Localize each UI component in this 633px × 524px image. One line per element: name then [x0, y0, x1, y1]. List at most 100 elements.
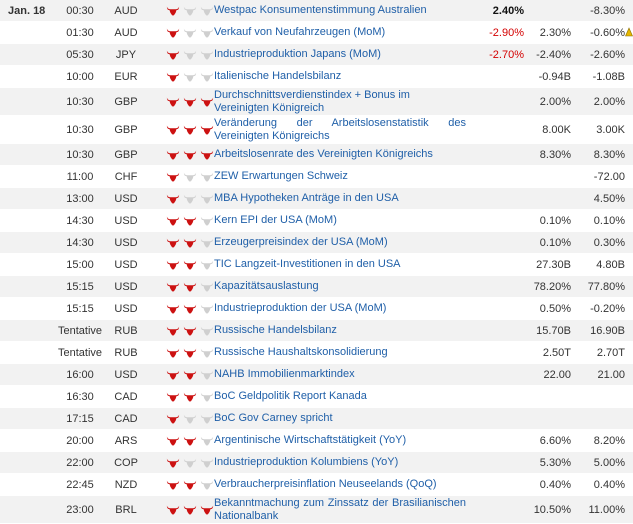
event-link[interactable]: Erzeugerpreisindex der USA (MoM) — [214, 236, 388, 248]
row-time: 22:45 — [66, 478, 94, 491]
event-link[interactable]: Durchschnittsverdienstindex + Bonus im V… — [214, 88, 410, 114]
row-time: 15:00 — [66, 258, 94, 271]
event-link[interactable]: Kapazitätsauslastung — [214, 280, 319, 292]
bull-icon — [200, 28, 214, 37]
bull-icon — [200, 282, 214, 291]
event-link[interactable]: MBA Hypotheken Anträge in den USA — [214, 192, 399, 204]
importance-rating — [150, 435, 214, 447]
bull-icon — [200, 150, 214, 159]
event-link[interactable]: Russische Haushaltskonsolidierung — [214, 346, 388, 358]
row-currency: USD — [114, 280, 138, 293]
row-time: 13:00 — [66, 192, 94, 205]
bull-icon — [166, 392, 180, 401]
event-link[interactable]: Bekanntmachung zum Zinssatz der Brasilia… — [214, 496, 466, 522]
importance-rating — [150, 124, 214, 136]
importance-rating — [150, 215, 214, 227]
row-time: Tentative — [58, 346, 103, 359]
bull-icon — [166, 238, 180, 247]
calendar-row: 15:00 USD TIC Langzeit-Investitionen in … — [0, 254, 633, 276]
event-link[interactable]: Verkauf von Neufahrzeugen (MoM) — [214, 26, 386, 38]
event-link[interactable]: Italienische Handelsbilanz — [214, 70, 342, 82]
bull-icon — [183, 304, 197, 313]
previous-value: 3.00K — [596, 123, 625, 136]
event-link[interactable]: BoC Geldpolitik Report Kanada — [214, 390, 367, 402]
event-link[interactable]: Industrieproduktion Kolumbiens (YoY) — [214, 456, 399, 468]
bull-icon — [200, 97, 214, 106]
calendar-row: 14:30 USD Erzeugerpreisindex der USA (Mo… — [0, 232, 633, 254]
event-link[interactable]: Russische Handelsbilanz — [214, 324, 337, 336]
bull-icon — [166, 6, 180, 15]
event-link[interactable]: TIC Langzeit-Investitionen in den USA — [214, 258, 401, 270]
previous-value: 0.30% — [593, 236, 625, 249]
bull-icon — [183, 28, 197, 37]
row-time: 20:00 — [66, 434, 94, 447]
previous-value: 0.10% — [593, 214, 625, 227]
row-time: 01:30 — [66, 26, 94, 39]
calendar-row: 15:15 USD Kapazitätsauslastung 78.20% 77… — [0, 276, 633, 298]
importance-rating — [150, 49, 214, 61]
row-currency: GBP — [114, 148, 138, 161]
calendar-row: Tentative RUB Russische Haushaltskonsoli… — [0, 342, 633, 364]
forecast-value: 6.60% — [539, 434, 571, 447]
event-link[interactable]: Westpac Konsumentenstimmung Australien — [214, 4, 427, 16]
event-link[interactable]: BoC Gov Carney spricht — [214, 412, 333, 424]
row-time: 14:30 — [66, 214, 94, 227]
bull-icon — [166, 436, 180, 445]
row-currency: USD — [114, 236, 138, 249]
row-time: 16:30 — [66, 390, 94, 403]
event-link[interactable]: Kern EPI der USA (MoM) — [214, 214, 337, 226]
previous-value: 11.00% — [588, 503, 626, 516]
importance-rating — [150, 457, 214, 469]
row-currency: AUD — [114, 26, 138, 39]
previous-value: 2.70T — [596, 346, 625, 359]
importance-rating — [150, 71, 214, 83]
bull-icon — [166, 72, 180, 81]
bull-icon — [166, 125, 180, 134]
bull-icon — [200, 172, 214, 181]
calendar-row: 16:00 USD NAHB Immobilienmarktindex 22.0… — [0, 364, 633, 386]
forecast-value: 78.20% — [533, 280, 571, 293]
row-time: 15:15 — [66, 280, 94, 293]
bull-icon — [166, 304, 180, 313]
previous-value: -2.60% — [590, 48, 625, 61]
importance-rating — [150, 193, 214, 205]
calendar-row: 23:00 BRL Bekanntmachung zum Zinssatz de… — [0, 496, 633, 524]
event-link[interactable]: Veränderung der Arbeitslosenstatistik de… — [214, 116, 466, 142]
row-currency: USD — [114, 214, 138, 227]
bull-icon — [200, 194, 214, 203]
event-link[interactable]: Industrieproduktion Japans (MoM) — [214, 48, 381, 60]
calendar-row: Jan. 18 00:30 AUD Westpac Konsumentensti… — [0, 0, 633, 22]
event-link[interactable]: ZEW Erwartungen Schweiz — [214, 170, 348, 182]
bull-icon — [183, 370, 197, 379]
bull-icon — [183, 326, 197, 335]
bull-icon — [200, 436, 214, 445]
event-link[interactable]: Argentinische Wirtschaftstätigkeit (YoY) — [214, 434, 407, 446]
previous-value: 0.40% — [593, 478, 625, 491]
forecast-value: 22.00 — [543, 368, 571, 381]
row-currency: USD — [114, 368, 138, 381]
row-time: 17:15 — [66, 412, 94, 425]
bull-icon — [183, 436, 197, 445]
bull-icon — [200, 480, 214, 489]
event-link[interactable]: Industrieproduktion der USA (MoM) — [214, 302, 387, 314]
event-link[interactable]: Arbeitslosenrate des Vereinigten Königre… — [214, 148, 433, 160]
row-currency: ARS — [114, 434, 138, 447]
importance-rating — [150, 479, 214, 491]
bull-icon — [200, 505, 214, 514]
bull-icon — [200, 216, 214, 225]
bull-icon — [166, 260, 180, 269]
row-time: 14:30 — [66, 236, 94, 249]
importance-rating — [150, 171, 214, 183]
bull-icon — [183, 282, 197, 291]
event-link[interactable]: NAHB Immobilienmarktindex — [214, 368, 355, 380]
previous-value: 8.20% — [593, 434, 625, 447]
bull-icon — [183, 505, 197, 514]
bull-icon — [166, 414, 180, 423]
importance-rating — [150, 281, 214, 293]
row-currency: EUR — [114, 70, 138, 83]
event-link[interactable]: Verbraucherpreisinflation Neuseelands (Q… — [214, 478, 437, 490]
bull-icon — [200, 392, 214, 401]
importance-rating — [150, 369, 214, 381]
row-currency: CAD — [114, 412, 138, 425]
